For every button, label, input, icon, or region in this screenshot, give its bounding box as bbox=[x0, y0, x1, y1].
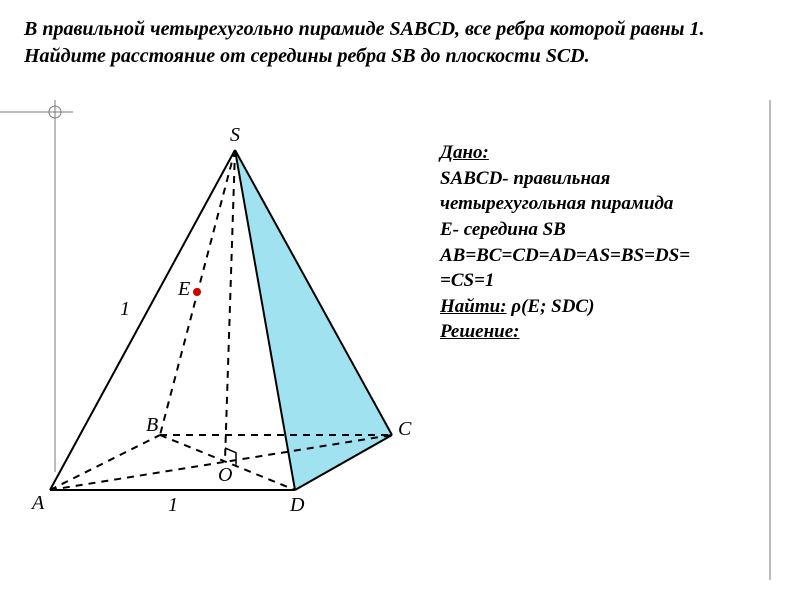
given-l1: SABCD- правильная bbox=[440, 168, 610, 189]
problem-line1: В правильной четырехугольно пирамиде SAB… bbox=[24, 18, 705, 40]
label-O: O bbox=[218, 464, 232, 487]
solution-heading: Решение: bbox=[440, 321, 520, 342]
given-heading: Дано: bbox=[440, 142, 489, 163]
given-l5: =CS=1 bbox=[440, 270, 494, 291]
label-D: D bbox=[290, 494, 304, 517]
label-C: C bbox=[398, 418, 411, 441]
label-S: S bbox=[230, 124, 240, 147]
label-A: A bbox=[32, 492, 44, 515]
given-l4: AB=BC=CD=AD=AS=BS=DS= bbox=[440, 245, 690, 266]
label-edge-1-bottom: 1 bbox=[168, 494, 178, 517]
find-heading: Найти: bbox=[440, 296, 507, 317]
label-B: B bbox=[146, 414, 158, 437]
find-value: ρ(E; SDC) bbox=[507, 296, 595, 317]
label-edge-1-left: 1 bbox=[120, 298, 130, 321]
pyramid-diagram: S A D B C O E 1 1 bbox=[20, 120, 440, 540]
label-E: E bbox=[178, 278, 190, 301]
problem-line2: Найдите расстояние от середины ребра SB … bbox=[24, 45, 590, 67]
given-l3: E- середина SB bbox=[440, 219, 566, 240]
given-block: Дано: SABCD- правильная четырехугольная … bbox=[440, 140, 780, 345]
given-l2: четырехугольная пирамида bbox=[440, 193, 673, 214]
problem-statement: В правильной четырехугольно пирамиде SAB… bbox=[24, 16, 776, 70]
